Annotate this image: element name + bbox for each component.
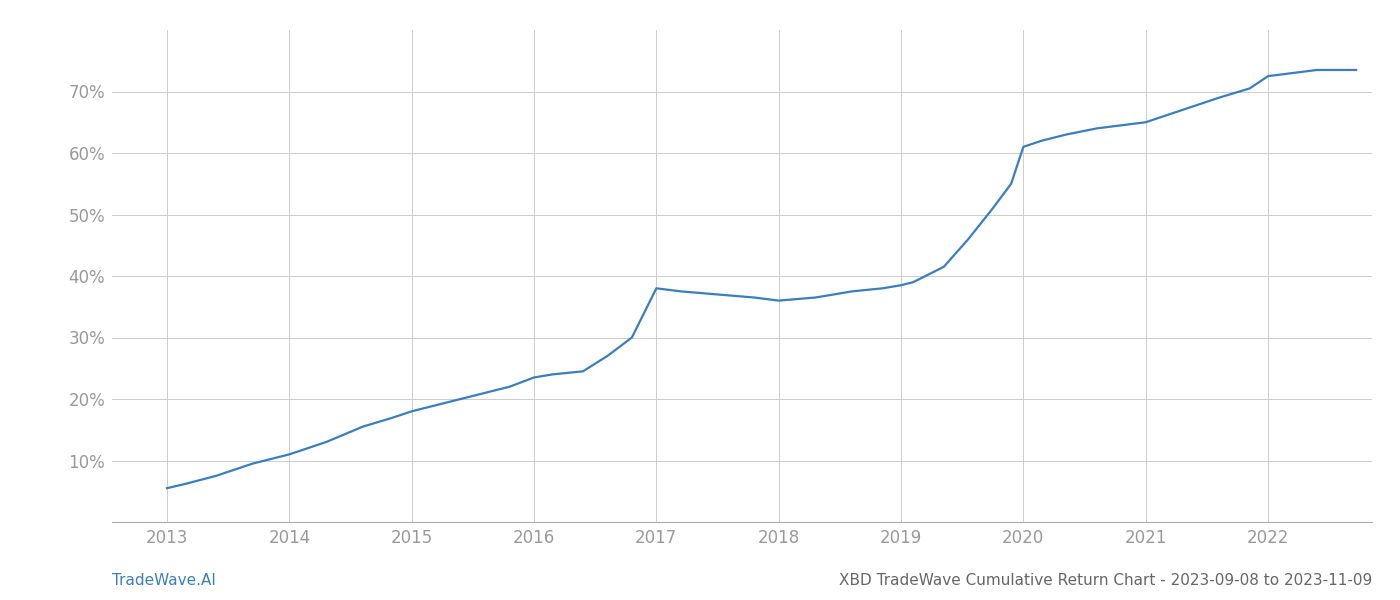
Text: XBD TradeWave Cumulative Return Chart - 2023-09-08 to 2023-11-09: XBD TradeWave Cumulative Return Chart - …	[839, 573, 1372, 588]
Text: TradeWave.AI: TradeWave.AI	[112, 573, 216, 588]
